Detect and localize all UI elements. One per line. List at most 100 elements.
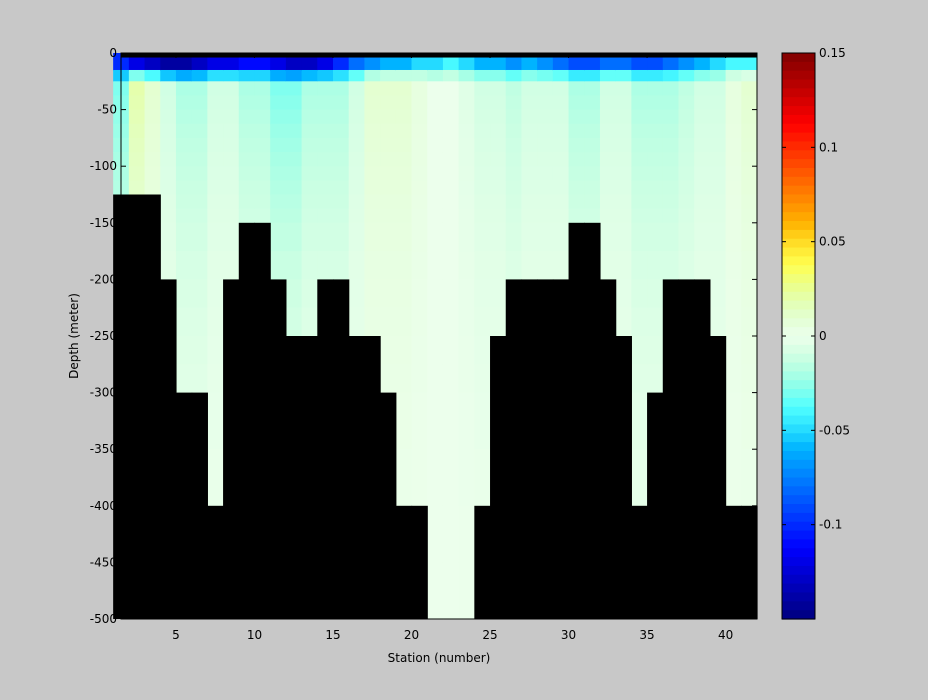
heatmap-cell	[364, 109, 381, 125]
heatmap-cell	[584, 69, 601, 82]
heatmap-cell	[238, 137, 256, 153]
heatmap-cell	[207, 152, 224, 167]
heatmap-cell	[238, 69, 256, 82]
heatmap-cell	[537, 95, 554, 111]
heatmap-cell	[191, 251, 208, 280]
heatmap-cell	[333, 95, 350, 111]
heatmap-cell	[725, 336, 742, 365]
heatmap-cell	[191, 279, 208, 309]
heatmap-cell	[285, 95, 303, 111]
heatmap-cell	[364, 180, 381, 196]
heatmap-cell	[694, 180, 711, 196]
heatmap-cell	[160, 166, 177, 181]
heatmap-cell	[631, 180, 648, 196]
colorbar-segment	[782, 521, 815, 532]
heatmap-cell	[348, 194, 366, 210]
heatmap-cell	[725, 222, 742, 252]
heatmap-cell	[411, 208, 428, 224]
heatmap-cell	[505, 137, 523, 153]
heatmap-cell	[474, 95, 491, 111]
heatmap-cell	[741, 109, 758, 125]
heatmap-cell	[647, 194, 664, 210]
heatmap-cell	[552, 81, 570, 97]
heatmap-cell	[694, 69, 711, 82]
heatmap-cell	[662, 251, 680, 280]
heatmap-cell	[191, 180, 208, 196]
heatmap-cell	[694, 208, 711, 224]
heatmap-cell	[442, 180, 460, 196]
heatmap-cell	[552, 123, 570, 139]
heatmap-cell	[694, 95, 711, 111]
heatmap-cell	[458, 364, 475, 394]
heatmap-cell	[317, 152, 334, 167]
heatmap-cell	[599, 251, 617, 280]
heatmap-cell	[442, 95, 460, 111]
heatmap-cell	[521, 109, 538, 125]
heatmap-cell	[191, 336, 208, 365]
heatmap-cell	[333, 123, 350, 139]
heatmap-cell	[694, 222, 711, 252]
heatmap-cell	[395, 95, 413, 111]
heatmap-cell	[270, 251, 287, 280]
heatmap-cell	[615, 194, 632, 210]
heatmap-cell	[348, 180, 366, 196]
heatmap-cell	[207, 194, 224, 210]
y-tick-label: -450	[90, 555, 117, 569]
heatmap-cell	[270, 109, 287, 125]
heatmap-cell	[458, 166, 475, 181]
heatmap-cell	[223, 251, 240, 280]
heatmap-cell	[301, 152, 318, 167]
seafloor-column	[144, 194, 161, 619]
heatmap-cell	[678, 109, 695, 125]
colorbar-segment	[782, 247, 815, 258]
heatmap-cell	[442, 208, 460, 224]
heatmap-cell	[568, 109, 585, 125]
heatmap-cell	[254, 69, 271, 82]
heatmap-cell	[191, 222, 208, 252]
heatmap-cell	[175, 180, 193, 196]
heatmap-cell	[207, 208, 224, 224]
heatmap-cell	[647, 123, 664, 139]
heatmap-cell	[709, 152, 727, 167]
heatmap-cell	[285, 69, 303, 82]
heatmap-cell	[505, 180, 523, 196]
heatmap-cell	[537, 152, 554, 167]
heatmap-cell	[615, 180, 632, 196]
heatmap-cell	[537, 123, 554, 139]
heatmap-cell	[395, 194, 413, 210]
heatmap-cell	[458, 336, 475, 365]
heatmap-cell	[568, 58, 585, 71]
heatmap-cell	[537, 251, 554, 280]
heatmap-cell	[647, 180, 664, 196]
heatmap-cell	[395, 152, 413, 167]
heatmap-cell	[442, 152, 460, 167]
heatmap-cell	[238, 152, 256, 167]
heatmap-cell	[537, 109, 554, 125]
heatmap-cell	[662, 81, 680, 97]
heatmap-cell	[191, 166, 208, 181]
heatmap-cell	[458, 208, 475, 224]
heatmap-cell	[380, 222, 397, 252]
heatmap-cell	[615, 109, 632, 125]
heatmap-cell	[427, 152, 444, 167]
colorbar-segment	[782, 309, 815, 319]
heatmap-cell	[191, 58, 208, 71]
heatmap-cell	[552, 180, 570, 196]
heatmap-cell	[678, 194, 695, 210]
heatmap-cell	[175, 222, 193, 252]
colorbar-segment	[782, 300, 815, 311]
heatmap-cell	[584, 109, 601, 125]
seafloor-column	[552, 279, 570, 619]
heatmap-cell	[348, 69, 366, 82]
seafloor-column	[348, 336, 366, 619]
heatmap-cell	[521, 180, 538, 196]
heatmap-cell	[725, 194, 742, 210]
heatmap-cell	[285, 180, 303, 196]
heatmap-cell	[427, 392, 444, 450]
heatmap-cell	[364, 58, 381, 71]
heatmap-cell	[191, 81, 208, 97]
colorbar-segment	[782, 530, 815, 541]
heatmap-cell	[380, 69, 397, 82]
heatmap-cell	[458, 279, 475, 309]
heatmap-cell	[615, 95, 632, 111]
